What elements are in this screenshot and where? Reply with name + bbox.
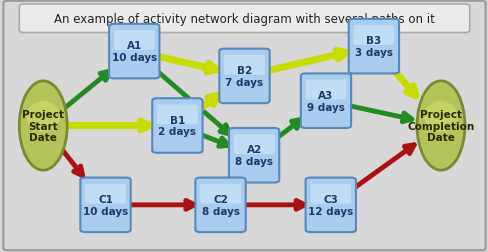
FancyBboxPatch shape xyxy=(353,26,393,46)
Ellipse shape xyxy=(416,82,464,170)
FancyBboxPatch shape xyxy=(200,184,241,204)
FancyBboxPatch shape xyxy=(348,20,398,74)
FancyBboxPatch shape xyxy=(114,31,154,51)
FancyBboxPatch shape xyxy=(85,184,125,204)
FancyBboxPatch shape xyxy=(305,80,346,100)
FancyBboxPatch shape xyxy=(195,178,245,232)
Text: B1
2 days: B1 2 days xyxy=(158,115,196,137)
FancyBboxPatch shape xyxy=(305,178,355,232)
Text: An example of activity network diagram with several paths on it: An example of activity network diagram w… xyxy=(54,13,434,25)
Text: B3
3 days: B3 3 days xyxy=(354,36,392,58)
FancyBboxPatch shape xyxy=(219,49,269,104)
FancyBboxPatch shape xyxy=(157,105,197,125)
Text: C3
12 days: C3 12 days xyxy=(307,194,353,216)
Text: C2
8 days: C2 8 days xyxy=(201,194,239,216)
Ellipse shape xyxy=(19,82,67,170)
Text: A1
10 days: A1 10 days xyxy=(111,41,157,63)
Ellipse shape xyxy=(26,102,60,133)
FancyBboxPatch shape xyxy=(80,178,130,232)
FancyBboxPatch shape xyxy=(19,5,469,34)
FancyBboxPatch shape xyxy=(224,56,264,75)
FancyBboxPatch shape xyxy=(152,99,202,153)
Text: A2
8 days: A2 8 days xyxy=(235,145,272,166)
FancyBboxPatch shape xyxy=(233,135,274,154)
FancyBboxPatch shape xyxy=(300,74,350,129)
FancyBboxPatch shape xyxy=(310,184,350,204)
FancyBboxPatch shape xyxy=(109,25,159,79)
Text: Project
Start
Date: Project Start Date xyxy=(22,109,64,143)
Text: B2
7 days: B2 7 days xyxy=(225,66,263,87)
FancyBboxPatch shape xyxy=(228,129,279,183)
Text: Project
Completion
Date: Project Completion Date xyxy=(407,109,474,143)
Text: C1
10 days: C1 10 days xyxy=(83,194,128,216)
Text: A3
9 days: A3 9 days xyxy=(306,90,344,112)
Ellipse shape xyxy=(424,102,457,133)
